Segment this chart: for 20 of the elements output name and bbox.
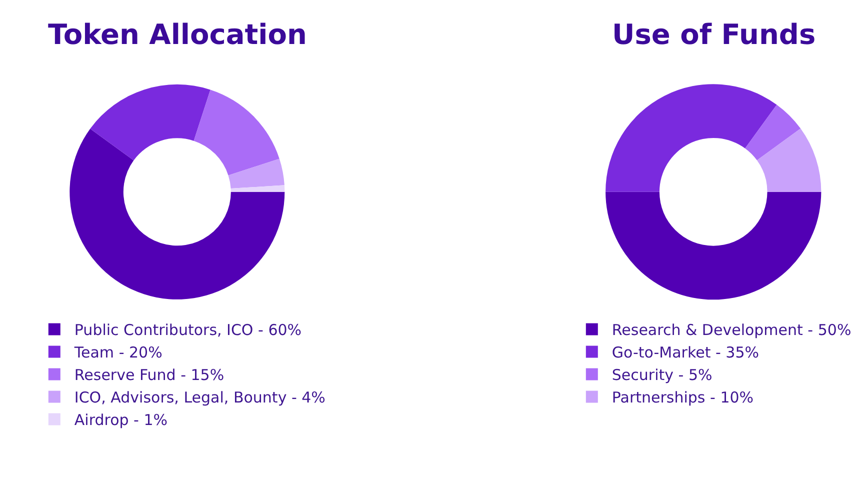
legend-label: Reserve Fund - 15%: [74, 366, 224, 384]
donut-slice: [194, 90, 280, 176]
donut-slice: [90, 84, 210, 160]
legend-label: ICO, Advisors, Legal, Bounty - 4%: [74, 388, 326, 407]
donut-slice: [756, 128, 822, 192]
chart-title: Token Allocation: [48, 18, 307, 51]
legend-label: Research & Development - 50%: [612, 321, 852, 340]
donut-slice: [70, 128, 285, 300]
legend-label: Public Contributors, ICO - 60%: [74, 321, 302, 340]
donut-slice: [606, 84, 777, 192]
legend-label: Team - 20%: [73, 344, 162, 362]
donut-slice: [230, 185, 285, 192]
donut-slice: [606, 192, 822, 300]
legend-label: Security - 5%: [612, 366, 712, 384]
legend-label: Go-to-Market - 35%: [612, 344, 759, 362]
legend-label: Partnerships - 10%: [612, 388, 754, 407]
donut-slice: [745, 104, 801, 160]
chart-title: Use of Funds: [612, 18, 816, 51]
donut-slice: [228, 158, 284, 189]
legend-label: Airdrop - 1%: [74, 411, 168, 430]
